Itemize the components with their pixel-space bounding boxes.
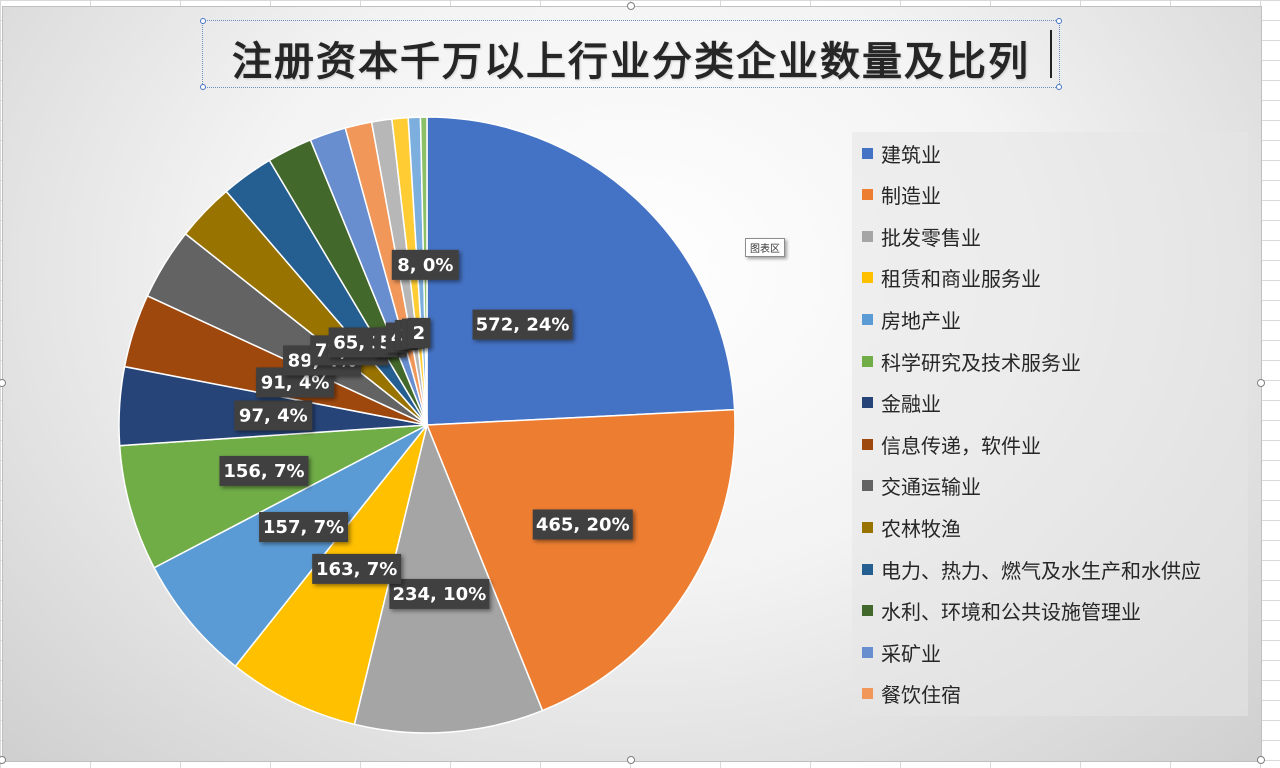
- data-label-box: [532, 509, 633, 540]
- legend-label: 餐饮住宿: [881, 683, 961, 708]
- legend-label: 租赁和商业服务业: [881, 267, 1041, 292]
- data-label-box: [234, 400, 313, 431]
- data-label-text: 157, 7%: [263, 517, 344, 538]
- data-label[interactable]: 163, 7%: [312, 553, 402, 584]
- legend-item[interactable]: 房地产业: [862, 304, 961, 334]
- legend-swatch: [862, 230, 873, 242]
- legend-label: 批发零售业: [881, 225, 981, 250]
- legend-label: 金融业: [881, 392, 941, 417]
- chart-area-tooltip: 图表区: [745, 238, 785, 257]
- data-label-text: 91, 4%: [261, 372, 330, 393]
- legend-swatch: [862, 147, 873, 159]
- data-label[interactable]: 97, 4%: [234, 400, 313, 431]
- legend-swatch: [862, 688, 873, 700]
- legend-label: 信息传递，软件业: [881, 433, 1041, 458]
- text-cursor: [1050, 30, 1052, 78]
- data-label-box: [472, 309, 573, 340]
- data-label-box: [312, 553, 402, 584]
- chart-legend[interactable]: 建筑业制造业批发零售业租赁和商业服务业 房地产业科学研究及技术服务业 金融业信息传递…: [852, 132, 1248, 716]
- legend-swatch: [862, 563, 873, 575]
- data-label-text: 156, 7%: [223, 461, 304, 482]
- legend-label: 交通运输业: [881, 475, 981, 500]
- legend-item[interactable]: 采矿业: [862, 637, 941, 667]
- data-label-text: 163, 7%: [316, 559, 397, 580]
- legend-label: 采矿业: [881, 641, 941, 666]
- pie-slice[interactable]: [118, 424, 428, 569]
- legend-item[interactable]: 交通运输业: [862, 471, 981, 501]
- legend-label: 房地产业: [881, 308, 961, 333]
- legend-item[interactable]: 制造业: [862, 180, 941, 210]
- legend-label: 电力、热力、燃气及水生产和水供应: [881, 558, 1201, 583]
- legend-label: 科学研究及技术服务业: [881, 350, 1081, 375]
- data-label[interactable]: 157, 7%: [259, 512, 349, 543]
- legend-item[interactable]: 农林牧渔: [862, 512, 961, 542]
- data-label-text: 234, 10%: [392, 584, 486, 605]
- data-label-box: [259, 512, 349, 543]
- legend-label: 农林牧渔: [881, 516, 961, 541]
- data-label[interactable]: 465, 20%: [532, 509, 633, 540]
- pie-slice[interactable]: [153, 424, 428, 668]
- data-label[interactable]: 8, 0%: [391, 249, 459, 280]
- data-label-text: 465, 20%: [536, 514, 630, 535]
- legend-label: 水利、环境和公共设施管理业: [881, 600, 1141, 625]
- chart-title-box[interactable]: 注册资本千万以上行业分类企业数量及比列: [200, 18, 1062, 90]
- legend-item[interactable]: 信息传递，软件业: [862, 429, 1041, 459]
- resize-handle-left[interactable]: [0, 379, 6, 387]
- legend-swatch: [862, 438, 873, 450]
- legend-swatch: [862, 521, 873, 533]
- legend-item[interactable]: 餐饮住宿: [862, 679, 961, 709]
- resize-handle-bottom-right[interactable]: [1257, 756, 1265, 764]
- resize-handle-top[interactable]: [627, 2, 635, 10]
- legend-swatch: [862, 313, 873, 325]
- chart-title[interactable]: 注册资本千万以上行业分类企业数量及比列: [232, 39, 1030, 85]
- data-label-box: [389, 578, 490, 609]
- resize-handle-bottom-left[interactable]: [0, 756, 6, 764]
- resize-handle-right[interactable]: [1257, 379, 1265, 387]
- legend-swatch: [862, 646, 873, 658]
- legend-item[interactable]: 电力、热力、燃气及水生产和水供应: [862, 554, 1201, 584]
- legend-label: 建筑业: [881, 142, 941, 167]
- data-label-text: 2: [413, 323, 426, 344]
- legend-swatch: [862, 272, 873, 284]
- data-label-box: [219, 455, 309, 486]
- data-label-text: 97, 4%: [239, 405, 308, 426]
- legend-swatch: [862, 189, 873, 201]
- legend-swatch: [862, 480, 873, 492]
- legend-item[interactable]: 金融业: [862, 388, 941, 418]
- data-label[interactable]: 2: [407, 317, 431, 348]
- legend-item[interactable]: 租赁和商业服务业: [862, 263, 1041, 293]
- legend-swatch: [862, 355, 873, 367]
- legend-item[interactable]: 批发零售业: [862, 221, 981, 251]
- legend-swatch: [862, 397, 873, 409]
- data-label[interactable]: 234, 10%: [389, 578, 490, 609]
- data-label-box: [391, 249, 459, 280]
- legend-label: 制造业: [881, 184, 941, 209]
- legend-item[interactable]: 科学研究及技术服务业: [862, 346, 1081, 376]
- data-label-text: 8, 0%: [397, 255, 453, 276]
- legend-item[interactable]: 建筑业: [862, 138, 941, 168]
- pie-slice[interactable]: [425, 408, 736, 712]
- legend-item[interactable]: 水利、环境和公共设施管理业: [862, 596, 1141, 626]
- data-label-text: 572, 24%: [476, 315, 570, 336]
- resize-handle-bottom[interactable]: [627, 756, 635, 764]
- pie-slice[interactable]: [426, 116, 736, 426]
- data-label[interactable]: 572, 24%: [472, 309, 573, 340]
- legend-swatch: [862, 605, 873, 617]
- data-label[interactable]: 156, 7%: [219, 455, 309, 486]
- data-label-box: [407, 317, 431, 348]
